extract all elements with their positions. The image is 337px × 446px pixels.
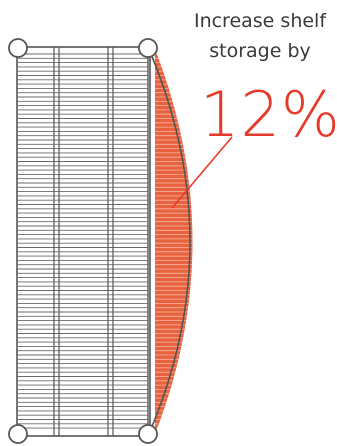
corner-post-top-right (138, 38, 158, 58)
curved-shelf-edge (147, 46, 191, 437)
corner-post-bottom-right (138, 424, 158, 444)
headline-line-2: storage by (209, 40, 311, 62)
headline-text: Increase shelf storage by (185, 6, 335, 66)
corner-post-top-left (8, 38, 28, 58)
corner-post-bottom-left (8, 424, 28, 444)
percent-increase-label: 12% (200, 78, 337, 151)
rectangular-shelf (16, 46, 151, 437)
headline-line-1: Increase shelf (193, 10, 327, 32)
callout-pointer-line (171, 136, 233, 209)
